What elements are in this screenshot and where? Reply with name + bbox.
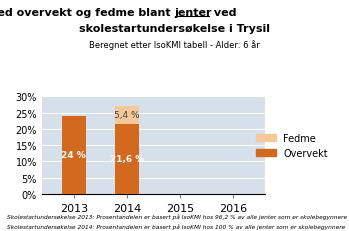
Text: ved: ved [210, 8, 237, 18]
Bar [62, 116, 86, 194]
Text: 21,6 %: 21,6 % [110, 155, 144, 164]
Legend: Fedme, Overvekt: Fedme, Overvekt [252, 129, 332, 162]
Text: Skolestartundersøkelse 2013: Prosentandelen er basert på IsoKMI hos 96,2 % av al: Skolestartundersøkelse 2013: Prosentande… [7, 214, 347, 219]
Text: 24 %: 24 % [61, 151, 86, 160]
Bar [115, 107, 139, 124]
Text: Skolestartundersøkelse 2014: Prosentandelen er basert på IsoKMI hos 100 % av all: Skolestartundersøkelse 2014: Prosentande… [7, 223, 345, 228]
Text: 5,4 %: 5,4 % [114, 111, 140, 120]
Text: skolestartundersøkelse i Trysil: skolestartundersøkelse i Trysil [79, 24, 270, 34]
Text: Beregnet etter IsoKMI tabell - Alder: 6 år: Beregnet etter IsoKMI tabell - Alder: 6 … [89, 40, 260, 50]
Text: Prosentandel med overvekt og fedme blant: Prosentandel med overvekt og fedme blant [0, 8, 174, 18]
Text: jenter: jenter [174, 8, 212, 18]
Bar [115, 124, 139, 194]
